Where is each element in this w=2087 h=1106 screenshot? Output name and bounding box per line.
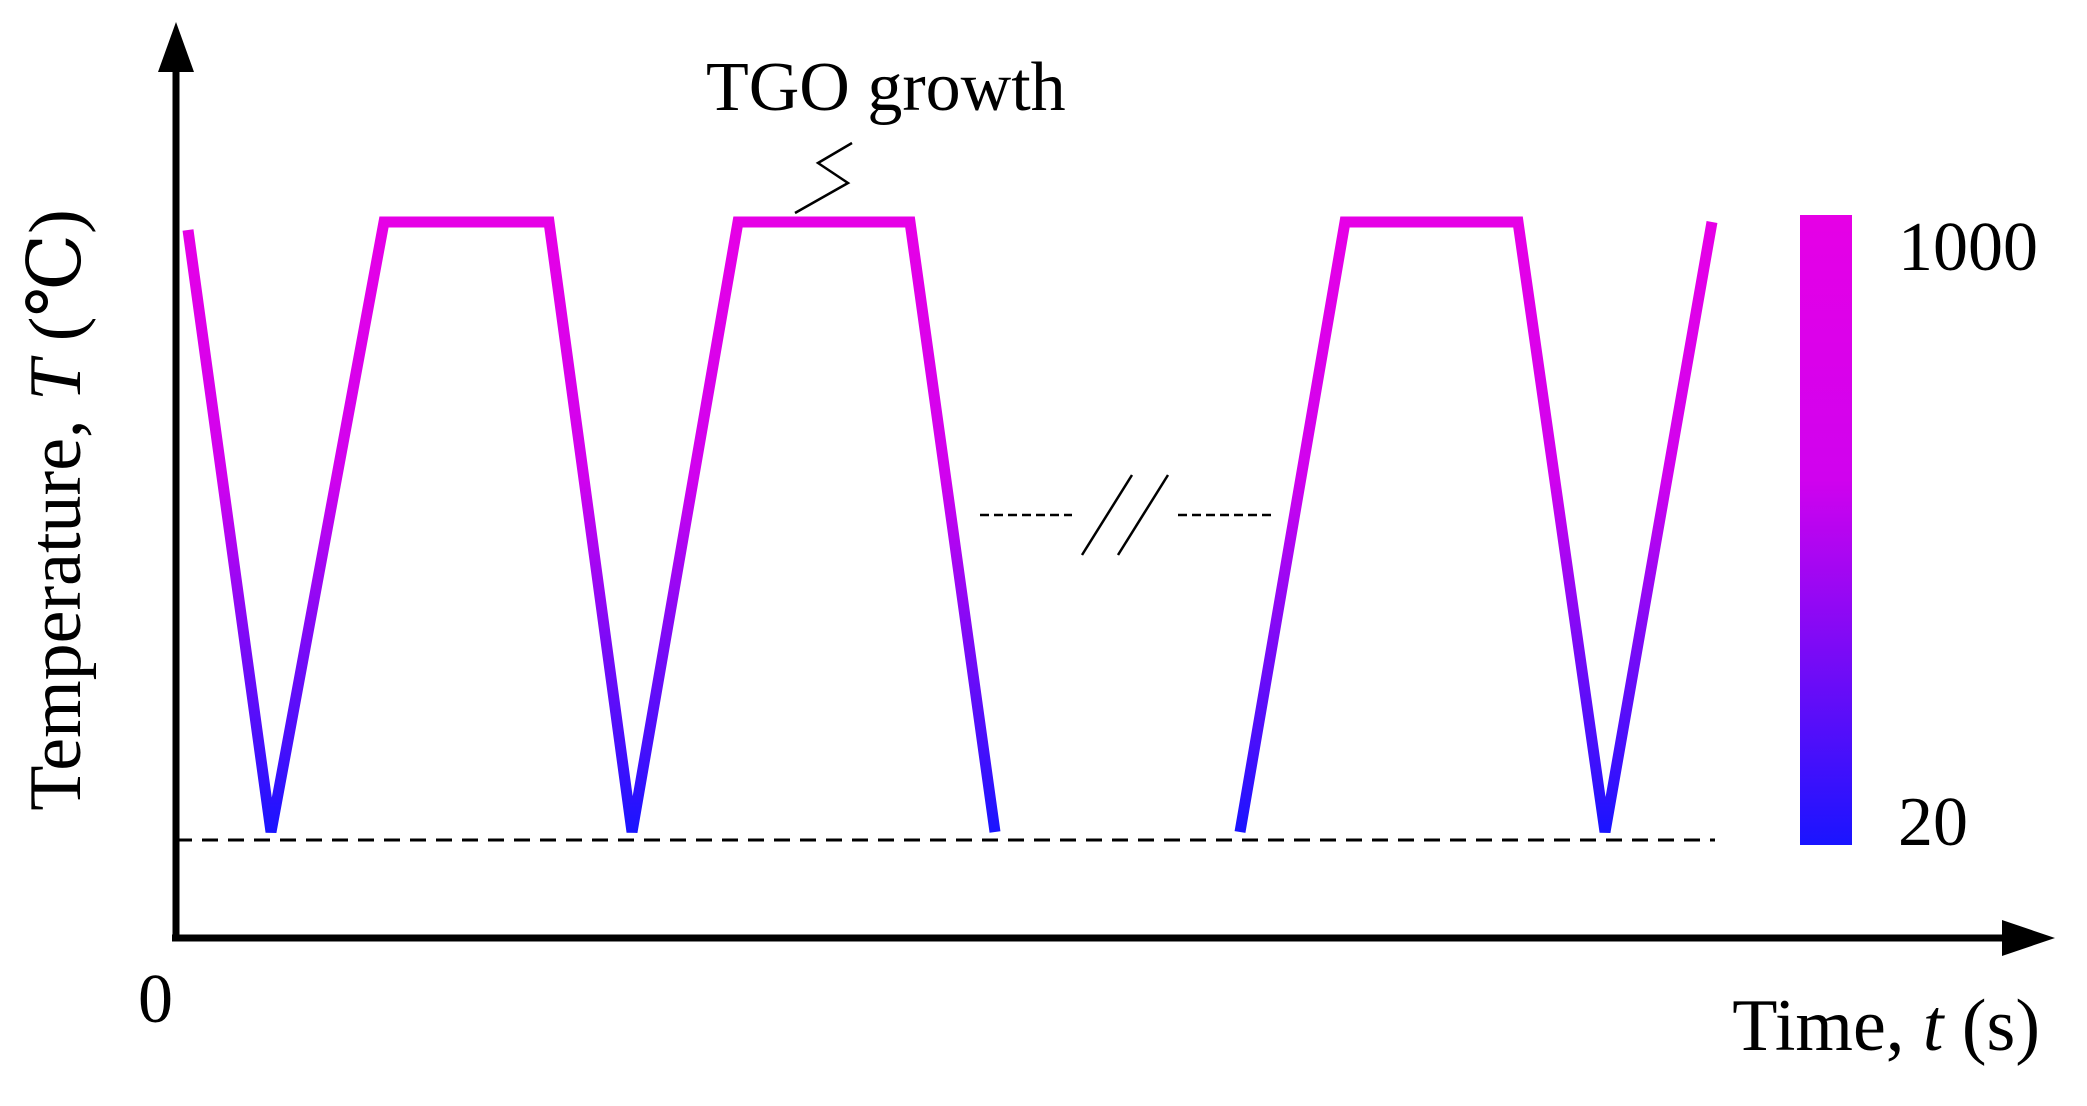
- colorbar: 1000 20: [1800, 209, 2038, 861]
- x-axis-arrowhead: [2002, 920, 2055, 956]
- x-axis-title-variable: t: [1923, 985, 1946, 1067]
- axes: [158, 22, 2055, 956]
- y-axis-title-prefix: Temperature,: [15, 401, 97, 811]
- colorbar-gradient: [1800, 215, 1852, 845]
- y-axis-title-unit: (℃): [15, 209, 97, 360]
- x-axis-title-prefix: Time,: [1732, 985, 1923, 1067]
- x-axis-title-unit: (s): [1943, 985, 2040, 1067]
- y-axis-arrowhead: [158, 22, 194, 72]
- break-slash-2: [1116, 474, 1170, 556]
- profile-segment-last: [1234, 216, 1718, 833]
- colorbar-min-label: 20: [1898, 784, 1968, 861]
- y-axis-title: Temperature, T (℃): [15, 209, 97, 811]
- origin-label: 0: [138, 961, 173, 1038]
- tgo-growth-label: TGO growth: [706, 49, 1066, 126]
- y-axis-title-variable: T: [15, 355, 97, 401]
- break-slash-1: [1080, 474, 1134, 556]
- x-axis-title: Time, t (s): [1732, 985, 2040, 1067]
- profile-segment-first: [182, 216, 1001, 834]
- axis-break: [980, 474, 1272, 556]
- temperature-profile: [182, 216, 1718, 834]
- colorbar-max-label: 1000: [1898, 209, 2038, 286]
- tgo-growth-leader: [794, 141, 853, 215]
